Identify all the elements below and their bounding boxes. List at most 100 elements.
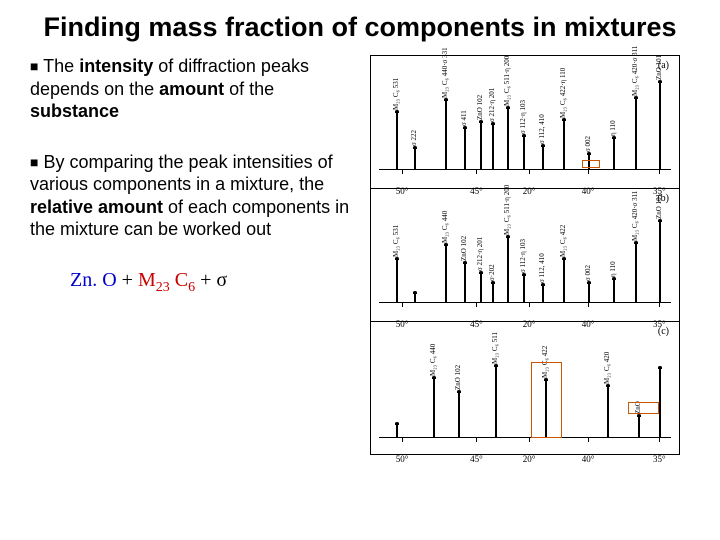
baseline — [379, 169, 671, 170]
diffraction-peak — [507, 108, 509, 170]
peak-label: σ 411 — [460, 110, 468, 126]
formula-sigma: σ — [216, 269, 227, 291]
diffraction-peak — [523, 136, 525, 170]
b1-bold2: amount — [159, 79, 224, 99]
peak-label: M₂₃ C₆ 422·η 110 — [559, 68, 567, 118]
peak-label: ZnO 101 — [655, 55, 663, 80]
diffraction-peak — [480, 122, 482, 170]
peak-label: M₂₃ C₆ 511·η 200 — [503, 56, 511, 106]
diffraction-peak — [523, 275, 525, 303]
slide-title: Finding mass fraction of components in m… — [0, 0, 720, 51]
peak-label: M₂₃ C₆ 511 — [491, 332, 499, 364]
peak-label: ZnO 102 — [454, 365, 462, 390]
content-area: ■ The intensity of diffraction peaks dep… — [0, 51, 720, 455]
diffraction-peak — [445, 100, 447, 170]
bullet-1: ■ The intensity of diffraction peaks dep… — [30, 55, 360, 123]
peak-label: M₂₃ C₆ 440 — [441, 211, 449, 243]
peak-label: σ 212·η 201 — [488, 88, 496, 122]
peak-label: σ 112·η 103 — [519, 100, 527, 134]
diffraction-panel: (a)50°45°20°40°35°M₂₃ C₆ 531σ 222M₂₃ C₆ … — [371, 56, 679, 189]
peak-label: σ 112, 410 — [538, 253, 546, 283]
diffraction-figure: (a)50°45°20°40°35°M₂₃ C₆ 531σ 222M₂₃ C₆ … — [370, 55, 680, 455]
b1-pre: The — [43, 56, 79, 76]
panel-letter: (c) — [658, 326, 669, 337]
peak-label: ZnO 102 — [460, 236, 468, 261]
peak-label: M₂₃ C₆ 511·η 200 — [503, 185, 511, 235]
peak-label: η 110 — [609, 120, 617, 136]
highlight-box — [582, 160, 601, 168]
peak-label: M₂₃ C₆ 531 — [392, 78, 400, 110]
diffraction-peak — [507, 237, 509, 303]
diffraction-peak — [613, 279, 615, 303]
diffraction-peak — [396, 424, 398, 438]
peak-label: σ 112, 410 — [538, 114, 546, 144]
diffraction-peak — [414, 293, 416, 303]
x-tick-label: 20° — [523, 454, 536, 464]
peak-label: σ 002 — [584, 265, 592, 281]
diffraction-peak — [542, 146, 544, 170]
figure-column: INTENSITY (a)50°45°20°40°35°M₂₃ C₆ 531σ … — [370, 55, 700, 455]
formula-plus1: + — [117, 269, 138, 291]
diffraction-peak — [542, 285, 544, 303]
baseline — [379, 302, 671, 303]
peak-label: M₂₃ C₆ 420·σ 311 — [631, 191, 639, 241]
diffraction-peak — [495, 366, 497, 438]
diffraction-peak — [659, 82, 661, 170]
b1-bold3: substance — [30, 101, 119, 121]
bullet-icon: ■ — [30, 58, 38, 74]
diffraction-peak — [563, 259, 565, 303]
x-tick-label: 35° — [653, 454, 666, 464]
baseline — [379, 437, 671, 438]
b2-bold1: relative amount — [30, 197, 163, 217]
diffraction-peak — [433, 378, 435, 438]
x-tick-label: 50° — [396, 454, 409, 464]
diffraction-peak — [563, 120, 565, 170]
diffraction-peak — [464, 263, 466, 303]
highlight-box — [628, 402, 659, 414]
formula-plus2: + — [195, 269, 216, 291]
peak-label: M₂₃ C₆ 420·σ 311 — [631, 46, 639, 96]
diffraction-peak — [492, 283, 494, 303]
peak-label: M₂₃ C₆ 531 — [392, 225, 400, 257]
diffraction-peak — [414, 148, 416, 170]
peak-label: σ 002 — [584, 136, 592, 152]
diffraction-peak — [445, 245, 447, 303]
text-column: ■ The intensity of diffraction peaks dep… — [30, 55, 370, 455]
b1-mid2: of the — [224, 79, 274, 99]
peak-label: ZnO 101 — [655, 194, 663, 219]
diffraction-peak — [480, 273, 482, 303]
b2-pre: By comparing the peak intensities of var… — [30, 152, 333, 195]
diffraction-peak — [464, 128, 466, 170]
bullet-2: ■ By comparing the peak intensities of v… — [30, 151, 360, 241]
formula: Zn. O + M23 C6 + σ — [30, 269, 360, 296]
peak-label: η 110 — [609, 261, 617, 277]
formula-zno: Zn. O — [70, 269, 117, 291]
diffraction-peak — [638, 416, 640, 438]
peak-label: σ 112·η 103 — [519, 239, 527, 273]
diffraction-peak — [635, 243, 637, 303]
peak-label: M₂₃ C₆ 440·σ 331 — [441, 47, 449, 98]
peak-label: M₂₃ C₆ 420 — [603, 352, 611, 384]
diffraction-peak — [492, 124, 494, 170]
peak-label: M₂₃ C₆ 422 — [559, 225, 567, 257]
peak-label: σ·202 — [488, 264, 496, 281]
x-tick-label: 45° — [470, 454, 483, 464]
diffraction-peak — [396, 112, 398, 170]
diffraction-peak — [588, 283, 590, 303]
diffraction-panel: (b)50°45°20°40°35°M₂₃ C₆ 531M₂₃ C₆ 440Zn… — [371, 189, 679, 322]
formula-m23c6: M23 C6 — [138, 269, 195, 291]
diffraction-peak — [659, 221, 661, 303]
diffraction-peak — [458, 392, 460, 438]
diffraction-panel: (c)50°45°20°40°35°M₂₃ C₆ 440ZnO 102M₂₃ C… — [371, 322, 679, 456]
peak-label: σ 222 — [410, 130, 418, 146]
highlight-box — [531, 362, 562, 438]
b1-bold1: intensity — [79, 56, 153, 76]
bullet-icon: ■ — [30, 154, 38, 170]
diffraction-peak — [659, 368, 661, 438]
diffraction-peak — [635, 98, 637, 170]
diffraction-peak — [396, 259, 398, 303]
peak-label: M₂₃ C₆ 440 — [429, 344, 437, 376]
peak-label: ZnO 102 — [476, 95, 484, 120]
diffraction-peak — [613, 138, 615, 170]
peak-label: σ 212·η 201 — [476, 237, 484, 271]
